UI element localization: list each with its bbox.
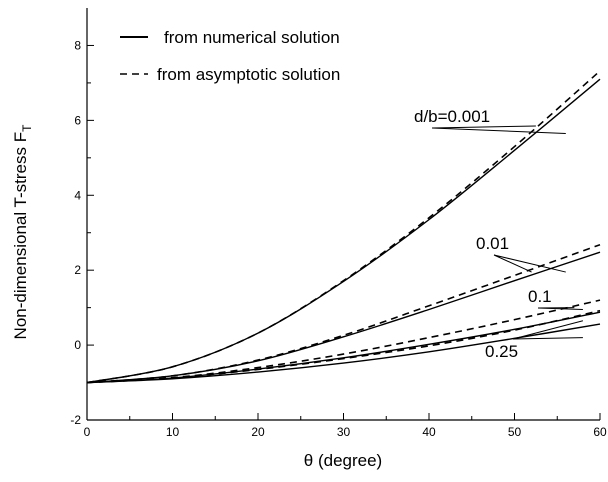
annotation-pointer [537, 307, 583, 311]
y-axis-label-group: Non-dimensional T-stress FT [11, 124, 34, 340]
x-tick-label: 0 [84, 425, 91, 439]
y-tick-label: 4 [74, 188, 81, 202]
y-tick-label: 6 [74, 113, 81, 127]
series-line-0_25-dashed [86, 309, 601, 384]
y-axis-label: Non-dimensional T-stress FT [11, 124, 34, 340]
annotation-pointer [512, 320, 584, 340]
x-tick-label: 30 [337, 425, 351, 439]
annotation-label: 0.01 [476, 234, 509, 253]
series-line-0_1-dashed [86, 299, 601, 384]
series-line-0_01-dashed [86, 243, 601, 384]
annotation-label: d/b=0.001 [414, 107, 490, 126]
y-tick-label: 8 [74, 38, 81, 52]
x-tick-label: 10 [166, 425, 180, 439]
series-line-0_001-dashed [86, 70, 601, 384]
y-tick-label: 2 [74, 263, 81, 277]
series-layer [86, 70, 601, 384]
series-line-0_1-solid [86, 311, 601, 384]
x-tick-label: 50 [508, 425, 522, 439]
annotation-label: 0.1 [528, 287, 552, 306]
x-tick-label: 60 [593, 425, 607, 439]
annotation-pointer [493, 254, 566, 273]
y-tick-label: -2 [70, 413, 81, 427]
y-axis-label-subscript: T [20, 124, 34, 132]
annotation-layer: d/b=0.001 0.01 0.1 0.25 [414, 107, 584, 361]
x-tick-label: 20 [251, 425, 265, 439]
legend-numerical-label: from numerical solution [164, 28, 340, 47]
legend: from numerical solution from asymptotic … [120, 28, 340, 84]
y-axis-label-main: Non-dimensional T-stress F [11, 132, 30, 340]
annotation-pointer [431, 125, 566, 134]
x-axis-label: θ (degree) [304, 451, 382, 470]
y-tick-label: 0 [74, 338, 81, 352]
annotation-label: 0.25 [485, 342, 518, 361]
legend-asymptotic-label: from asymptotic solution [157, 65, 340, 84]
x-tick-label: 40 [422, 425, 436, 439]
